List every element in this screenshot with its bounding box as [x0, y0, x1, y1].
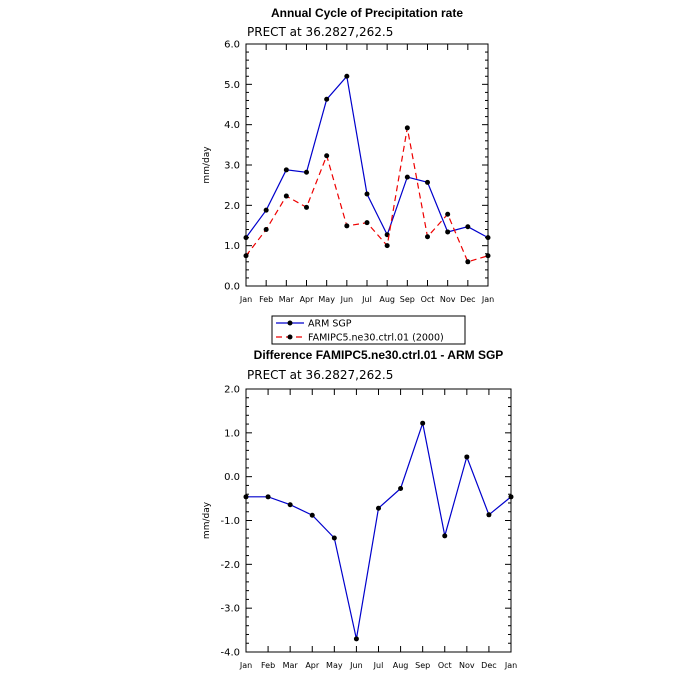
x-tick-label: Jan — [504, 661, 517, 670]
series-point — [425, 234, 430, 240]
x-tick-label: May — [326, 661, 343, 670]
series-point — [283, 193, 289, 199]
series-point — [398, 486, 404, 492]
series-point — [304, 169, 309, 175]
x-tick-label: Aug — [379, 295, 395, 304]
series-point — [265, 494, 271, 500]
series-point — [442, 533, 448, 539]
series-point — [485, 253, 491, 259]
x-tick-label: Jun — [349, 661, 363, 670]
y-tick-label: 4.0 — [224, 120, 240, 131]
series-point — [331, 535, 337, 541]
x-tick-label: Aug — [393, 661, 409, 670]
series-point — [420, 420, 426, 426]
x-tick-label: Jan — [239, 295, 252, 304]
y-tick-label: 2.0 — [224, 385, 240, 396]
legend-label: ARM SGP — [308, 319, 352, 330]
series-point — [344, 73, 350, 79]
series-point — [309, 512, 315, 518]
y-axis-label: mm/day — [202, 146, 212, 184]
chart-2: Difference FAMIPC5.ne30.ctrl.01 - ARM SG… — [202, 348, 517, 670]
y-tick-label: 5.0 — [224, 80, 240, 91]
series-point — [263, 227, 269, 233]
series-point — [445, 229, 451, 235]
series-point — [243, 494, 249, 500]
y-tick-label: 1.0 — [224, 241, 240, 252]
series-point — [324, 153, 330, 159]
x-tick-label: Jan — [481, 295, 494, 304]
x-tick-label: Nov — [459, 661, 475, 670]
series-point — [465, 224, 471, 230]
series-point — [364, 191, 370, 197]
series-point — [283, 167, 289, 173]
series-point — [243, 253, 249, 259]
x-tick-label: Jul — [373, 661, 384, 670]
y-tick-label: -4.0 — [220, 648, 240, 659]
x-tick-label: May — [318, 295, 335, 304]
series-point — [324, 96, 330, 102]
x-tick-label: Jun — [340, 295, 354, 304]
legend-marker — [287, 334, 293, 340]
y-tick-label: 0.0 — [224, 472, 240, 483]
legend-marker — [287, 320, 293, 326]
y-tick-label: 6.0 — [224, 40, 240, 51]
series-point — [243, 235, 249, 241]
x-tick-label: Mar — [283, 661, 299, 670]
x-tick-label: Oct — [438, 661, 452, 670]
chart-subtitle: PRECT at 36.2827,262.5 — [247, 25, 393, 39]
series-point — [384, 243, 390, 249]
series-point — [376, 505, 381, 511]
chart-title: Annual Cycle of Precipitation rate — [271, 6, 463, 20]
y-tick-label: 3.0 — [224, 161, 240, 172]
legend-box — [271, 315, 466, 345]
series-point — [263, 207, 269, 213]
x-tick-label: Sep — [400, 295, 415, 304]
series-line-1 — [246, 420, 512, 640]
series-point — [486, 512, 492, 518]
y-axis-label: mm/day — [202, 501, 212, 539]
x-tick-label: Sep — [415, 661, 430, 670]
plot-frame — [245, 388, 512, 653]
x-tick-label: Dec — [460, 295, 475, 304]
series-point — [508, 494, 514, 500]
x-tick-label: Dec — [481, 661, 496, 670]
y-tick-label: 0.0 — [224, 282, 240, 293]
legend: ARM SGP FAMIPC5.ne30.ctrl.01 (2000) — [271, 315, 466, 345]
series-point — [485, 235, 491, 241]
x-tick-label: Feb — [261, 661, 275, 670]
x-tick-label: Jul — [361, 295, 372, 304]
series-point — [344, 223, 350, 229]
x-tick-label: Apr — [305, 661, 320, 670]
series-point — [464, 454, 470, 460]
x-tick-label: Mar — [279, 295, 295, 304]
series-point — [364, 220, 370, 226]
y-tick-label: 2.0 — [224, 201, 240, 212]
x-tick-label: Apr — [300, 295, 315, 304]
y-tick-label: -2.0 — [220, 560, 240, 571]
chart-title: Difference FAMIPC5.ne30.ctrl.01 - ARM SG… — [254, 348, 504, 362]
series-point — [404, 174, 410, 180]
series-point — [404, 125, 410, 131]
x-tick-label: Jan — [239, 661, 252, 670]
chart-subtitle: PRECT at 36.2827,262.5 — [247, 368, 393, 382]
series-point — [425, 179, 430, 185]
series-point — [304, 204, 309, 210]
chart-1: Annual Cycle of Precipitation rate PRECT … — [202, 6, 494, 345]
series-line-1 — [245, 74, 489, 239]
series-point — [445, 211, 451, 217]
legend-label: FAMIPC5.ne30.ctrl.01 (2000) — [308, 333, 444, 344]
x-tick-label: Feb — [259, 295, 273, 304]
series-point — [287, 502, 293, 508]
series-point — [353, 636, 359, 642]
y-tick-label: 1.0 — [224, 428, 240, 439]
x-tick-label: Oct — [421, 295, 435, 304]
x-tick-label: Nov — [440, 295, 456, 304]
y-tick-label: -3.0 — [220, 604, 240, 615]
y-tick-label: -1.0 — [220, 516, 240, 527]
plot-frame — [245, 43, 489, 287]
series-point — [465, 259, 471, 265]
